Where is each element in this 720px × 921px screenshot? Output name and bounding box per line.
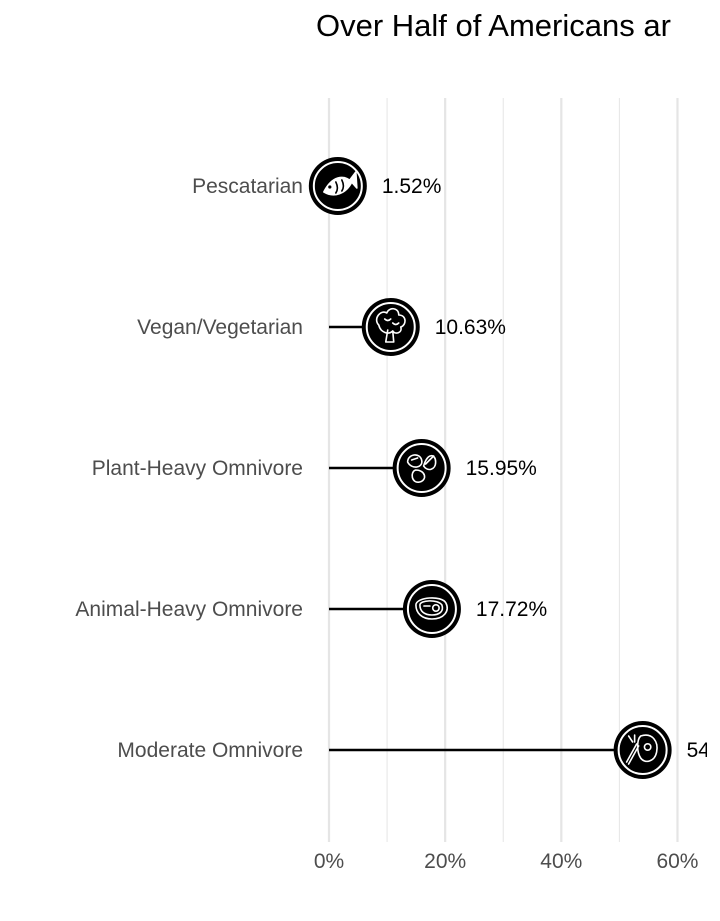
broccoli-icon (375, 307, 406, 343)
category-label: Plant-Heavy Omnivore (92, 457, 303, 480)
mixed-food-icon (625, 734, 658, 765)
x-tick-label: 60% (656, 850, 698, 873)
x-tick-label: 40% (540, 850, 582, 873)
fish-icon (323, 171, 358, 196)
category-label: Animal-Heavy Omnivore (75, 598, 303, 621)
value-label: 1.52% (382, 175, 442, 198)
lollipop-marker (308, 157, 367, 215)
plot-area: 1.52% 10.63% 15.95% 17.72% 54 (308, 157, 711, 779)
steak-icon (415, 597, 448, 620)
x-tick-label: 0% (314, 850, 344, 873)
value-label: 15.95% (466, 457, 537, 480)
vegetables-icon (406, 454, 437, 483)
category-label: Pescatarian (192, 175, 303, 198)
value-label: 54 (687, 739, 711, 762)
lollipop-marker (392, 439, 451, 497)
lollipop-marker (613, 721, 672, 779)
value-label: 17.72% (476, 598, 547, 621)
value-label: 10.63% (435, 316, 506, 339)
category-label: Moderate Omnivore (117, 739, 303, 762)
category-label: Vegan/Vegetarian (137, 316, 303, 339)
x-tick-label: 20% (424, 850, 466, 873)
chart-title: Over Half of Americans ar (316, 8, 671, 43)
lollipop-marker (402, 580, 461, 638)
lollipop-marker (361, 298, 420, 356)
